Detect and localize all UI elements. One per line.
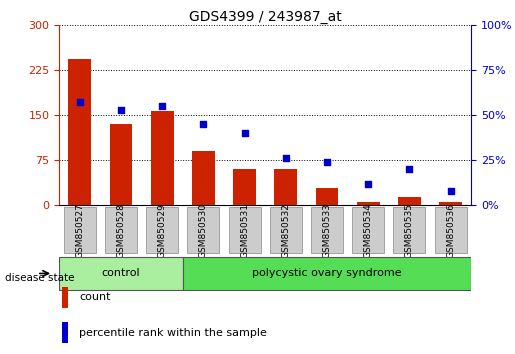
FancyBboxPatch shape bbox=[311, 207, 343, 253]
Bar bbox=[110, 124, 132, 205]
Bar bbox=[398, 197, 421, 205]
Point bbox=[76, 99, 84, 105]
Point bbox=[282, 155, 290, 161]
Text: percentile rank within the sample: percentile rank within the sample bbox=[79, 328, 267, 338]
FancyBboxPatch shape bbox=[146, 207, 178, 253]
Text: GSM850536: GSM850536 bbox=[446, 202, 455, 258]
FancyBboxPatch shape bbox=[435, 207, 467, 253]
FancyBboxPatch shape bbox=[229, 207, 261, 253]
Bar bbox=[274, 169, 297, 205]
Text: count: count bbox=[79, 292, 111, 302]
Bar bbox=[439, 202, 462, 205]
Text: GSM850534: GSM850534 bbox=[364, 202, 373, 258]
Text: disease state: disease state bbox=[5, 273, 75, 283]
Bar bbox=[68, 59, 91, 205]
FancyBboxPatch shape bbox=[187, 207, 219, 253]
Point bbox=[447, 188, 455, 194]
Text: GSM850528: GSM850528 bbox=[116, 202, 126, 258]
Point bbox=[199, 121, 208, 127]
Text: polycystic ovary syndrome: polycystic ovary syndrome bbox=[252, 268, 402, 278]
Point bbox=[117, 107, 125, 113]
Bar bbox=[316, 188, 338, 205]
Point bbox=[364, 181, 372, 187]
FancyBboxPatch shape bbox=[270, 207, 302, 253]
Text: GSM850535: GSM850535 bbox=[405, 202, 414, 258]
Bar bbox=[233, 169, 256, 205]
Point bbox=[405, 166, 414, 172]
Bar bbox=[59, 257, 183, 290]
Point bbox=[158, 103, 166, 109]
Title: GDS4399 / 243987_at: GDS4399 / 243987_at bbox=[189, 10, 341, 24]
Text: GSM850531: GSM850531 bbox=[240, 202, 249, 258]
Point bbox=[323, 159, 331, 165]
Bar bbox=[62, 322, 67, 343]
FancyBboxPatch shape bbox=[393, 207, 425, 253]
FancyBboxPatch shape bbox=[105, 207, 137, 253]
Bar bbox=[151, 111, 174, 205]
Text: GSM850527: GSM850527 bbox=[75, 202, 84, 258]
Text: control: control bbox=[102, 268, 140, 278]
Point bbox=[241, 130, 249, 136]
Text: GSM850533: GSM850533 bbox=[322, 202, 332, 258]
Text: GSM850530: GSM850530 bbox=[199, 202, 208, 258]
FancyBboxPatch shape bbox=[64, 207, 96, 253]
FancyBboxPatch shape bbox=[352, 207, 384, 253]
Bar bbox=[192, 151, 215, 205]
Bar bbox=[183, 257, 471, 290]
Text: GSM850529: GSM850529 bbox=[158, 202, 167, 258]
Bar bbox=[62, 287, 67, 308]
Text: GSM850532: GSM850532 bbox=[281, 202, 290, 258]
Bar bbox=[357, 202, 380, 205]
